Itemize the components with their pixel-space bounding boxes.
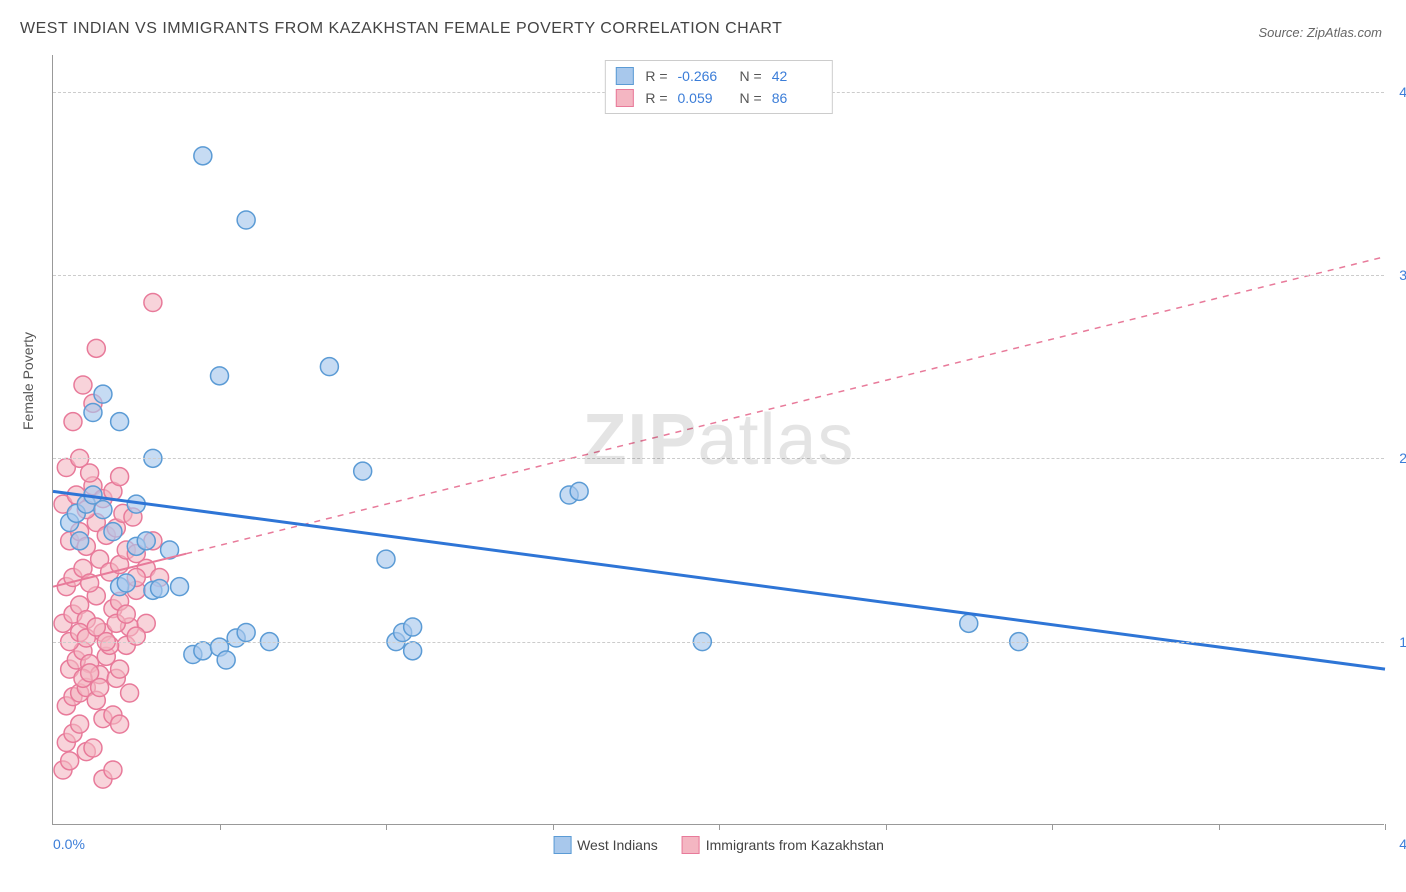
n-value-1: 42 bbox=[772, 68, 822, 84]
scatter-point bbox=[960, 614, 978, 632]
scatter-point bbox=[117, 574, 135, 592]
y-tick-label: 20.0% bbox=[1399, 450, 1406, 466]
x-tick bbox=[553, 824, 554, 830]
scatter-point bbox=[151, 580, 169, 598]
x-tick-label-right: 40.0% bbox=[1399, 836, 1406, 852]
legend-swatch-pink bbox=[615, 89, 633, 107]
scatter-point bbox=[211, 367, 229, 385]
y-tick-label: 10.0% bbox=[1399, 634, 1406, 650]
x-tick bbox=[386, 824, 387, 830]
x-tick bbox=[220, 824, 221, 830]
scatter-point bbox=[71, 715, 89, 733]
scatter-point bbox=[91, 679, 109, 697]
legend-bottom-swatch-blue bbox=[553, 836, 571, 854]
legend-swatch-blue bbox=[615, 67, 633, 85]
scatter-point bbox=[194, 147, 212, 165]
legend-bottom: West Indians Immigrants from Kazakhstan bbox=[553, 836, 884, 854]
chart-title: WEST INDIAN VS IMMIGRANTS FROM KAZAKHSTA… bbox=[20, 20, 782, 38]
scatter-point bbox=[121, 684, 139, 702]
scatter-point bbox=[194, 642, 212, 660]
legend-label-2: Immigrants from Kazakhstan bbox=[706, 837, 884, 853]
r-label-2: R = bbox=[645, 90, 667, 106]
scatter-point bbox=[171, 578, 189, 596]
r-label: R = bbox=[645, 68, 667, 84]
scatter-point bbox=[404, 618, 422, 636]
scatter-point bbox=[144, 294, 162, 312]
x-tick bbox=[1385, 824, 1386, 830]
y-tick-label: 40.0% bbox=[1399, 84, 1406, 100]
scatter-point bbox=[237, 211, 255, 229]
gridline bbox=[53, 458, 1384, 459]
x-tick bbox=[719, 824, 720, 830]
r-value-1: -0.266 bbox=[678, 68, 728, 84]
n-label-2: N = bbox=[740, 90, 762, 106]
legend-label-1: West Indians bbox=[577, 837, 658, 853]
n-label: N = bbox=[740, 68, 762, 84]
scatter-point bbox=[64, 413, 82, 431]
legend-stats-box: R = -0.266 N = 42 R = 0.059 N = 86 bbox=[604, 60, 832, 114]
scatter-point bbox=[71, 532, 89, 550]
scatter-point bbox=[377, 550, 395, 568]
scatter-point bbox=[94, 501, 112, 519]
scatter-point bbox=[74, 376, 92, 394]
gridline bbox=[53, 642, 1384, 643]
legend-stats-row-1: R = -0.266 N = 42 bbox=[615, 65, 821, 87]
x-tick bbox=[1052, 824, 1053, 830]
scatter-point bbox=[94, 385, 112, 403]
scatter-point bbox=[117, 605, 135, 623]
scatter-point bbox=[87, 339, 105, 357]
chart-plot-area: ZIPatlas R = -0.266 N = 42 R = 0.059 N =… bbox=[52, 55, 1384, 825]
legend-item-2: Immigrants from Kazakhstan bbox=[682, 836, 884, 854]
r-value-2: 0.059 bbox=[678, 90, 728, 106]
scatter-point bbox=[111, 660, 129, 678]
scatter-point bbox=[137, 532, 155, 550]
x-tick bbox=[1219, 824, 1220, 830]
y-axis-label: Female Poverty bbox=[20, 332, 36, 430]
scatter-point bbox=[237, 624, 255, 642]
scatter-point bbox=[111, 413, 129, 431]
scatter-point bbox=[61, 752, 79, 770]
legend-stats-row-2: R = 0.059 N = 86 bbox=[615, 87, 821, 109]
scatter-point bbox=[320, 358, 338, 376]
y-tick-label: 30.0% bbox=[1399, 267, 1406, 283]
scatter-point bbox=[354, 462, 372, 480]
scatter-point bbox=[111, 468, 129, 486]
scatter-plot-svg bbox=[53, 55, 1384, 824]
scatter-point bbox=[84, 404, 102, 422]
legend-bottom-swatch-pink bbox=[682, 836, 700, 854]
scatter-point bbox=[404, 642, 422, 660]
source-attribution: Source: ZipAtlas.com bbox=[1258, 25, 1382, 40]
scatter-point bbox=[104, 523, 122, 541]
x-tick-label-left: 0.0% bbox=[53, 836, 85, 852]
scatter-point bbox=[570, 482, 588, 500]
legend-item-1: West Indians bbox=[553, 836, 658, 854]
x-tick bbox=[886, 824, 887, 830]
n-value-2: 86 bbox=[772, 90, 822, 106]
trend-line-pink-dashed bbox=[186, 257, 1385, 554]
scatter-point bbox=[104, 761, 122, 779]
scatter-point bbox=[111, 715, 129, 733]
gridline bbox=[53, 275, 1384, 276]
scatter-point bbox=[81, 464, 99, 482]
scatter-point bbox=[217, 651, 235, 669]
scatter-point bbox=[84, 739, 102, 757]
